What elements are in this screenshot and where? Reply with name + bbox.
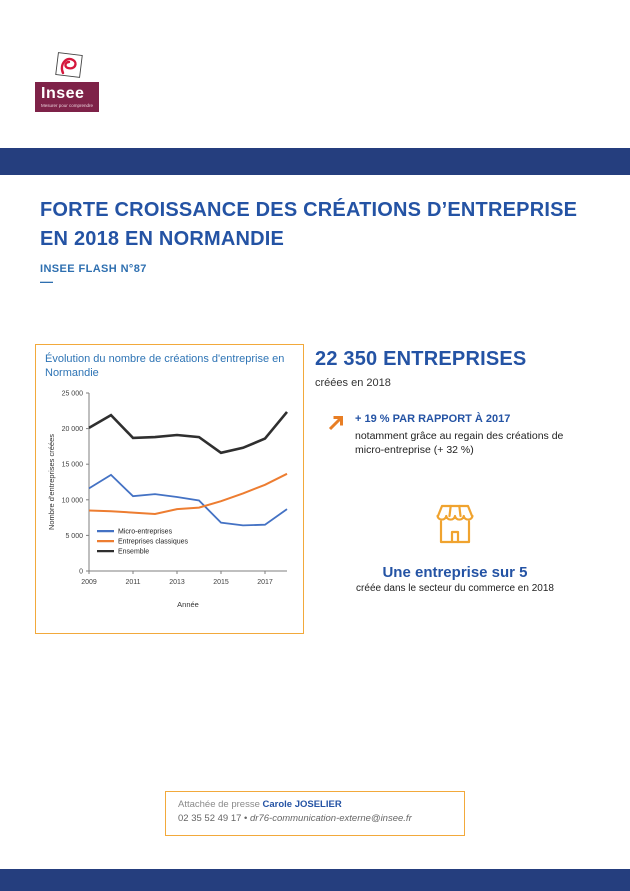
svg-text:2011: 2011 <box>125 579 140 586</box>
headline-number: 22 350 ENTREPRISES <box>315 348 527 370</box>
svg-text:0: 0 <box>79 569 83 576</box>
insee-logo: Insee Mesurer pour comprendre <box>35 52 99 112</box>
growth-description: notamment grâce au regain des créations … <box>355 430 564 456</box>
commerce-title: Une entreprise sur 5 <box>382 564 528 581</box>
insee-logo-tagline: Mesurer pour comprendre <box>41 103 94 108</box>
svg-text:Année: Année <box>177 600 199 609</box>
insee-logo-text: Insee <box>41 85 85 102</box>
svg-text:Ensemble: Ensemble <box>118 549 149 556</box>
svg-text:2009: 2009 <box>81 579 97 586</box>
svg-text:10 000: 10 000 <box>62 497 84 504</box>
growth-block: + 19 % PAR RAPPORT À 2017 notamment grâc… <box>315 413 595 457</box>
storefront-icon <box>436 504 474 544</box>
contact-email[interactable]: dr76-communication-externe@insee.fr <box>250 813 412 824</box>
subtitle-dash: — <box>40 274 53 289</box>
svg-text:5 000: 5 000 <box>65 533 83 540</box>
svg-text:20 000: 20 000 <box>62 426 84 433</box>
svg-text:2013: 2013 <box>169 579 185 586</box>
contact-name: Carole JOSELIER <box>262 799 342 810</box>
contact-line1: Attachée de presse Carole JOSELIER <box>178 799 464 810</box>
page-title-line2: EN 2018 EN NORMANDIE <box>40 228 285 250</box>
arrow-up-right-icon <box>328 416 343 431</box>
contact-role: Attachée de presse <box>178 799 260 810</box>
publication-label: INSEE FLASH N°87 <box>40 263 147 275</box>
commerce-block: Une entreprise sur 5 créée dans le secte… <box>315 503 595 594</box>
svg-text:15 000: 15 000 <box>62 462 84 469</box>
growth-title: + 19 % PAR RAPPORT À 2017 <box>355 413 511 425</box>
creation-chart: 0 5 000 10 000 15 000 20 000 25 000 2009 2011 20… <box>47 391 289 609</box>
svg-text:Nombre d'entreprises créées: Nombre d'entreprises créées <box>47 434 56 530</box>
key-figures-column: 22 350 ENTREPRISES créées en 2018 + 19 %… <box>315 348 595 594</box>
chart-title: Évolution du nombre de créations d'entre… <box>45 353 285 379</box>
growth-text: + 19 % PAR RAPPORT À 2017 notamment grâc… <box>355 413 567 457</box>
commerce-caption: créée dans le secteur du commerce en 201… <box>356 583 554 594</box>
svg-text:2015: 2015 <box>213 579 229 586</box>
contact-line2: 02 35 52 49 17 • dr76-communication-exte… <box>178 813 464 824</box>
press-contact-box: Attachée de presse Carole JOSELIER 02 35… <box>165 791 465 836</box>
contact-separator: • <box>244 813 248 824</box>
contact-phone: 02 35 52 49 17 <box>178 813 242 824</box>
page-title-line1: FORTE CROISSANCE DES CRÉATIONS D’ENTREPR… <box>40 199 578 221</box>
insee-logo-block: Insee Mesurer pour comprendre <box>35 82 99 112</box>
headline-caption: créées en 2018 <box>315 377 391 389</box>
svg-text:Entreprises classiques: Entreprises classiques <box>118 539 189 546</box>
svg-text:2017: 2017 <box>257 579 273 586</box>
svg-text:Micro-entreprises: Micro-entreprises <box>118 529 173 536</box>
chart-panel: Évolution du nombre de créations d'entre… <box>35 344 304 634</box>
header-band <box>0 148 630 175</box>
footer-band <box>0 869 630 891</box>
insee-swirl-icon <box>55 52 83 78</box>
header-title-block: FORTE CROISSANCE DES CRÉATIONS D’ENTREPR… <box>40 196 600 288</box>
svg-text:25 000: 25 000 <box>62 391 84 398</box>
page-title: FORTE CROISSANCE DES CRÉATIONS D’ENTREPR… <box>40 196 600 254</box>
